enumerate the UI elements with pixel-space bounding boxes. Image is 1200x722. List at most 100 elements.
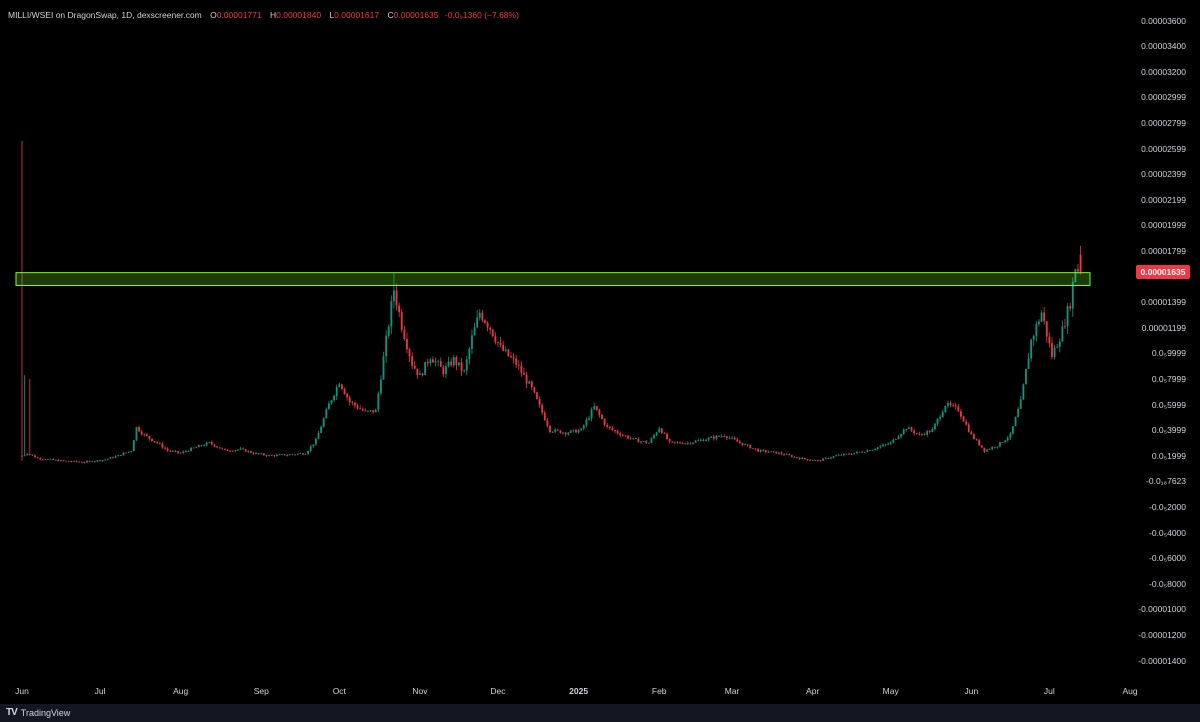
candle-body	[910, 427, 913, 431]
candle-body	[369, 410, 372, 412]
candle-body	[41, 459, 44, 461]
time-tick-label: Mar	[724, 686, 740, 696]
candle-body	[67, 460, 70, 462]
candle-body	[109, 457, 112, 459]
candle-body	[437, 361, 440, 363]
candle-body	[965, 421, 968, 425]
time-tick-label: Jul	[94, 686, 106, 696]
candle-body	[78, 461, 81, 463]
footer-bar: TV TradingView	[0, 704, 1200, 722]
candle-body	[931, 429, 934, 433]
candle-body	[179, 452, 182, 454]
candle-body	[1079, 254, 1082, 273]
price-axis[interactable]: 0.00003600 0.00003400 0.00003200 0.00002999…	[1128, 0, 1200, 722]
candle-body	[450, 361, 453, 366]
candle-body	[676, 442, 679, 444]
candle-body	[827, 458, 830, 459]
candle-body	[1006, 437, 1009, 441]
candle-body	[939, 417, 942, 419]
candle-body	[481, 312, 484, 321]
candle-body	[510, 356, 512, 358]
low-value: 0.00001617	[334, 10, 380, 20]
candle-body	[164, 447, 166, 449]
candle-body	[325, 409, 328, 419]
candle-body	[785, 454, 788, 456]
time-tick-label: Jun	[15, 686, 29, 696]
candle-body	[1014, 417, 1017, 427]
candle-body	[145, 434, 148, 437]
candle-body	[249, 451, 252, 453]
candle-body	[585, 419, 588, 426]
candle-body	[57, 459, 60, 462]
candle-body	[88, 461, 91, 462]
candle-body	[333, 395, 336, 401]
candle-body	[104, 459, 107, 461]
candle-body	[926, 431, 929, 435]
candle-body	[291, 454, 294, 456]
candle-body	[283, 454, 286, 456]
candle-body	[421, 373, 424, 376]
candle-body	[106, 458, 109, 460]
resistance-zone[interactable]	[15, 272, 1091, 286]
candle-body	[356, 405, 359, 409]
candle-body	[980, 445, 983, 448]
price-tick-label: 0.0₅7999	[1151, 373, 1186, 384]
candle-body	[473, 327, 476, 336]
candle-body	[346, 394, 349, 398]
candle-body	[1074, 269, 1077, 282]
candle-body	[975, 439, 978, 441]
candle-body	[564, 432, 567, 435]
candle-body	[554, 429, 557, 432]
candle-body	[270, 455, 273, 457]
candle-body	[47, 459, 49, 460]
candle-body	[390, 301, 393, 327]
candle-body	[692, 442, 694, 444]
candle-body	[681, 443, 684, 445]
candle-body	[876, 447, 879, 450]
candle-body	[288, 454, 291, 456]
candle-body	[182, 451, 185, 454]
candle-body	[62, 460, 65, 462]
candle-body	[1035, 324, 1038, 336]
candle-body	[44, 459, 47, 461]
candle-body	[762, 449, 765, 451]
candle-body	[330, 400, 333, 404]
candle-body	[725, 436, 728, 439]
candle-body	[229, 450, 231, 452]
candle-body	[265, 455, 268, 456]
candle-body	[970, 431, 973, 435]
price-tick-label: 0.00002999	[1141, 92, 1186, 103]
candle-body	[614, 430, 616, 432]
candle-body	[590, 409, 593, 419]
candle-body	[205, 442, 208, 446]
candle-body	[312, 444, 315, 447]
candle-body	[653, 435, 655, 439]
candle-body	[848, 453, 850, 455]
candle-body	[28, 453, 31, 455]
candle-body	[83, 462, 86, 464]
candle-body	[731, 437, 733, 439]
candle-body	[34, 455, 36, 458]
candle-body	[491, 329, 494, 337]
candle-body	[611, 428, 614, 431]
price-tick-label: -0.0₅2000	[1149, 501, 1186, 512]
candle-body	[1077, 269, 1079, 272]
tradingview-logo[interactable]: TV TradingView	[6, 707, 70, 718]
candle-body	[338, 384, 341, 387]
candle-body	[634, 438, 637, 439]
candle-body	[606, 424, 609, 427]
candle-body	[174, 450, 177, 452]
candle-body	[517, 364, 520, 366]
candle-body	[845, 453, 848, 455]
candle-body	[374, 409, 377, 413]
candle-body	[528, 381, 531, 384]
candle-body	[419, 373, 421, 375]
high-label: H	[270, 10, 277, 20]
candle-body	[780, 452, 783, 455]
candle-body	[484, 320, 486, 324]
candle-body	[710, 436, 713, 438]
candle-body	[54, 459, 57, 461]
candle-body	[195, 447, 198, 448]
candle-body	[252, 452, 255, 454]
